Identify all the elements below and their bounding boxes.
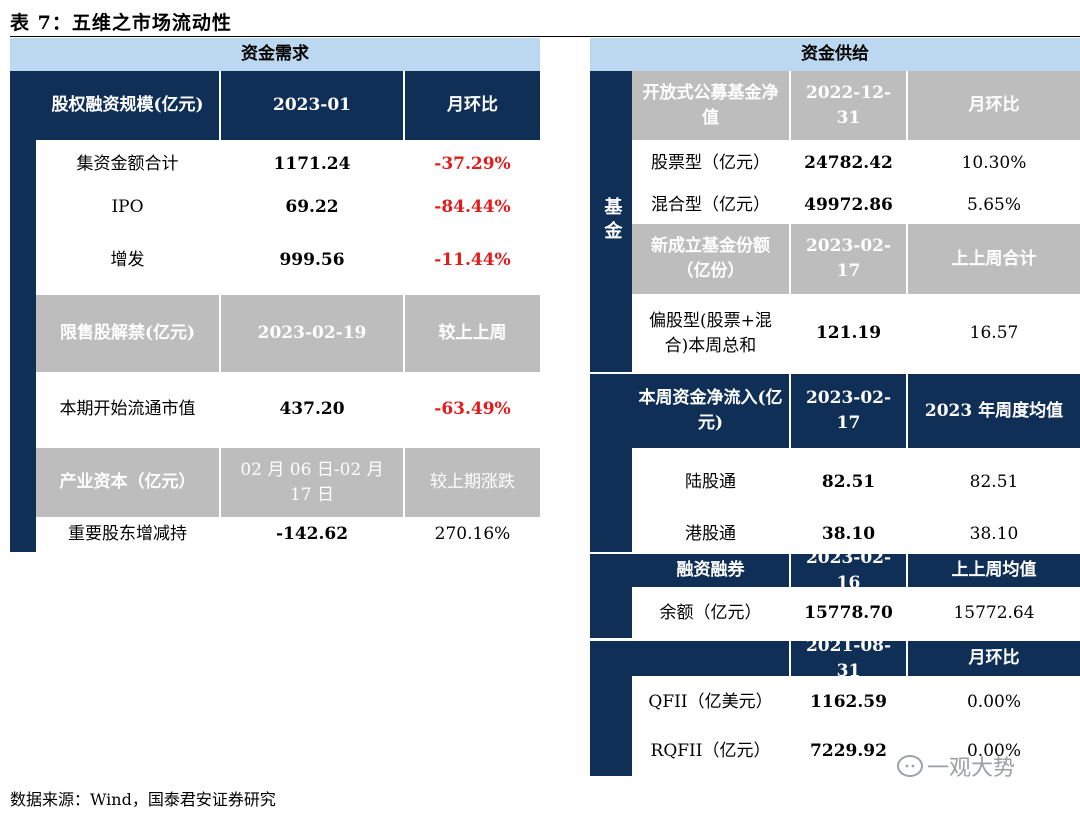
left-h3-label: 产业资本（亿元） [36, 448, 219, 517]
right-r6-label: 余额（亿元） [659, 603, 762, 624]
right-h5-date: 2021-08-31 [791, 636, 906, 681]
left-r5-label: 重要股东增减持 [68, 524, 187, 545]
left-h2-date: 2023-02-19 [221, 295, 403, 372]
right-h4-label: 融资融券 [632, 554, 789, 587]
right-h1-date: 2022-12-31 [791, 71, 906, 140]
right-h2-change: 上上周合计 [908, 224, 1080, 294]
watermark-text: 一观大势 [927, 756, 1016, 781]
right-r2-change: 5.65% [966, 194, 1021, 215]
right-r4-label: 陆股通 [685, 471, 736, 492]
right-r8-label: RQFII（亿元） [650, 740, 771, 761]
fund-label-text: 基金 [601, 197, 623, 245]
right-h1-label: 开放式公募基金净值 [632, 71, 789, 140]
right-h5-label [632, 641, 789, 676]
right-r1-label: 股票型（亿元） [651, 152, 770, 173]
right-h3-change: 2023 年周度均值 [908, 374, 1080, 448]
wechat-icon [897, 755, 923, 777]
right-h4-change: 上上周均值 [908, 554, 1080, 587]
left-r2-change: -84.44% [434, 196, 511, 217]
right-r4-value: 82.51 [821, 471, 876, 492]
right-r1-change: 10.30% [961, 152, 1027, 173]
left-r4-label: 本期开始流通市值 [59, 398, 196, 419]
left-h1-date: 2023-01 [221, 71, 403, 140]
left-h1-label: 股权融资规模(亿元) [36, 71, 219, 140]
table-title: 表 7：五维之市场流动性 [10, 12, 232, 34]
fund-label: 基金 [594, 186, 628, 256]
left-r1-change: -37.29% [434, 153, 511, 174]
right-r3-value: 121.19 [815, 323, 882, 344]
left-band-title: 资金需求 [10, 38, 540, 71]
right-stub-margin [590, 554, 632, 638]
left-r2-value: 69.22 [285, 196, 339, 217]
left-h3-change: 较上期涨跌 [405, 448, 540, 517]
left-h2-change: 较上上周 [405, 295, 540, 372]
right-r5-label: 港股通 [685, 524, 736, 545]
left-h3-date: 02 月 06 日-02 月 17 日 [221, 448, 403, 517]
right-r6-change: 15772.64 [953, 603, 1035, 624]
right-r5-change: 38.10 [969, 524, 1019, 545]
right-h3-date: 2023-02-17 [791, 374, 906, 448]
right-h2-date: 2023-02-17 [791, 224, 906, 294]
right-r7-change: 0.00% [966, 691, 1021, 712]
watermark: 一观大势 [897, 750, 1015, 782]
left-h2-label: 限售股解禁(亿元) [36, 295, 219, 372]
source-note: 数据来源：Wind，国泰君安证券研究 [10, 790, 276, 809]
right-r2-value: 49972.86 [804, 194, 893, 215]
right-r1-value: 24782.42 [804, 152, 893, 173]
right-stub-qfii [590, 641, 632, 776]
left-r2-label: IPO [111, 196, 144, 217]
left-r3-change: -11.44% [434, 249, 511, 270]
right-stub-fund [590, 71, 632, 372]
left-r3-label: 增发 [110, 249, 145, 270]
right-r4-change: 82.51 [969, 471, 1019, 492]
left-r5-change: 270.16% [434, 524, 511, 545]
right-r2-label: 混合型（亿元） [651, 194, 770, 215]
right-h5-change: 月环比 [908, 641, 1080, 676]
right-h1-change: 月环比 [908, 71, 1080, 140]
right-r3-change: 16.57 [969, 323, 1019, 344]
right-r8-change: 0.00% [966, 740, 1021, 761]
left-r1-value: 1171.24 [273, 153, 351, 174]
left-r1-label: 集资金额合计 [76, 153, 179, 174]
right-stub-flow [590, 374, 632, 552]
right-band-title: 资金供给 [590, 38, 1080, 71]
left-stub [10, 71, 36, 552]
left-h1-change: 月环比 [405, 71, 540, 140]
right-h3-label: 本周资金净流入(亿元) [632, 374, 789, 448]
left-r4-change: -63.49% [434, 398, 511, 419]
right-h2-label: 新成立基金份额（亿份） [632, 224, 789, 294]
left-r4-value: 437.20 [279, 398, 345, 419]
left-r3-value: 999.56 [279, 249, 345, 270]
right-r3-label: 偏股型(股票+混合)本周总和 [649, 310, 772, 356]
right-h4-date: 2023-02-16 [791, 548, 906, 593]
right-r5-value: 38.10 [821, 524, 876, 545]
right-r7-label: QFII（亿美元） [648, 691, 773, 712]
right-r6-value: 15778.70 [804, 603, 893, 624]
right-r7-value: 1162.59 [810, 691, 887, 712]
title-rule [10, 36, 1080, 37]
left-r5-value: -142.62 [275, 524, 349, 545]
right-r8-value: 7229.92 [810, 740, 887, 761]
